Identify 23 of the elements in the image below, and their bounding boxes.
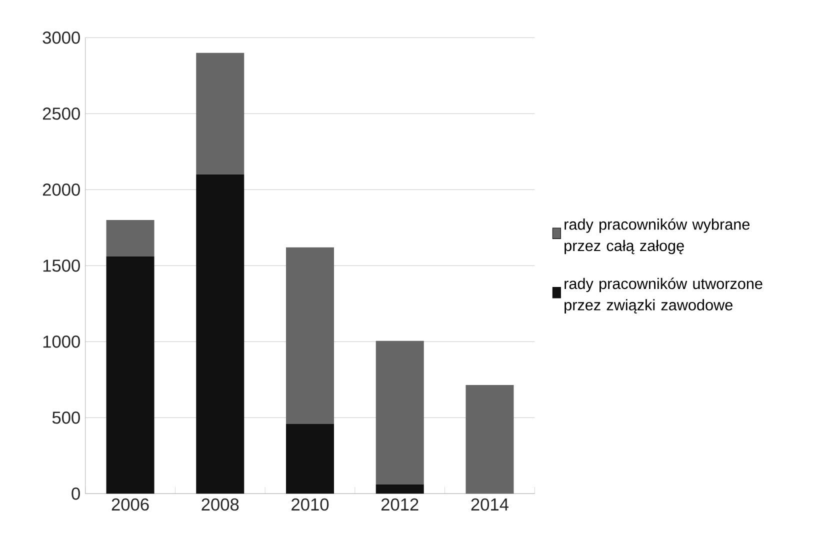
bar xyxy=(196,52,244,174)
bar xyxy=(376,484,424,494)
y-tick-label: 1500 xyxy=(43,260,80,272)
y-tick-label: 500 xyxy=(52,412,80,424)
x-tick-label: 2008 xyxy=(202,498,239,511)
y-tick-label: 1000 xyxy=(43,336,80,348)
bar xyxy=(286,247,334,424)
legend-label: rady pracowników utworzone przez związki zawodowe xyxy=(564,278,762,314)
x-tick-label: 2012 xyxy=(381,498,418,511)
y-tick-label: 2500 xyxy=(42,108,80,120)
x-tick-label: 2014 xyxy=(471,498,508,511)
bar xyxy=(466,384,514,494)
bar xyxy=(376,340,424,485)
y-tick-label: 0 xyxy=(72,488,80,500)
legend-label: rady pracowników wybrane przez całą załogę xyxy=(564,218,750,254)
bar xyxy=(196,174,244,494)
y-tick-label: 3000 xyxy=(42,32,80,44)
bar xyxy=(286,424,334,494)
y-tick-label: 2000 xyxy=(42,184,80,196)
bar xyxy=(106,220,154,257)
x-tick-label: 2010 xyxy=(292,498,329,511)
bar xyxy=(106,256,154,494)
x-tick-label: 2006 xyxy=(112,498,149,511)
